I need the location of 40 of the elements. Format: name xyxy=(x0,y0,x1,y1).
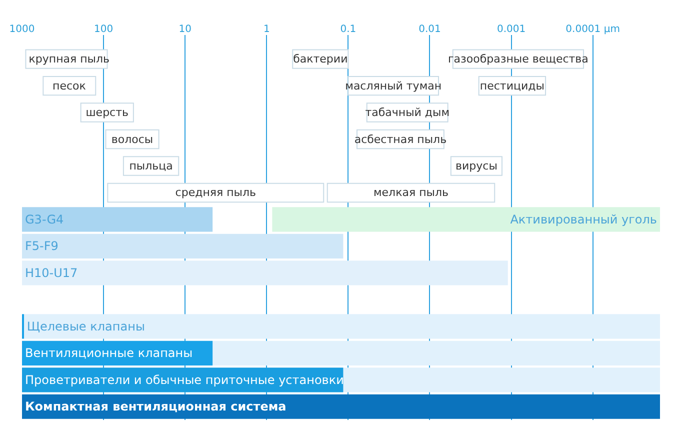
x-tick-label: 0.001 xyxy=(496,24,526,35)
bar xyxy=(22,207,213,232)
x-tick-label: 1 xyxy=(263,24,270,35)
bar xyxy=(22,234,344,259)
data-label: волосы xyxy=(111,132,154,146)
data-label: табачный дым xyxy=(365,106,450,120)
data-label: газообразные вещества xyxy=(448,52,588,66)
bar xyxy=(22,260,508,286)
data-label: Активированный уголь xyxy=(510,212,657,226)
data-label: G3-G4 xyxy=(25,212,64,226)
data-label: Вентиляционные клапаны xyxy=(25,346,193,360)
data-label: Компактная вентиляционная система xyxy=(25,400,286,414)
x-tick-label: 0.0001 µm xyxy=(566,24,620,35)
data-label: песок xyxy=(52,79,86,92)
data-label: средняя пыль xyxy=(175,186,256,200)
bar xyxy=(343,368,660,392)
data-label: пыльца xyxy=(129,160,173,173)
data-label: Проветриватели и обычные приточные установки xyxy=(25,372,344,387)
x-tick-label: 0.01 xyxy=(418,24,441,35)
data-label: вирусы xyxy=(456,160,498,173)
x-tick-label: 10 xyxy=(178,24,192,35)
data-label: шерсть xyxy=(86,106,129,120)
data-label: бактерии xyxy=(293,52,348,66)
bar xyxy=(326,182,496,203)
bar xyxy=(22,394,660,419)
data-label: H10-U17 xyxy=(25,266,78,280)
data-label: Щелевые клапаны xyxy=(26,319,145,334)
data-label: асбестная пыль xyxy=(354,132,447,146)
bar xyxy=(212,340,660,366)
data-label: мелкая пыль xyxy=(373,186,448,200)
data-label: крупная пыль xyxy=(28,52,110,66)
data-label: пестициды xyxy=(480,79,544,92)
bar xyxy=(107,182,324,203)
data-label: масляный туман xyxy=(345,79,442,92)
x-tick-label: 1000 xyxy=(9,24,35,35)
bar xyxy=(24,314,660,339)
bar xyxy=(272,207,660,232)
data-label: F5-F9 xyxy=(25,239,58,254)
x-tick-label: 100 xyxy=(94,24,114,35)
x-tick-label: 0.1 xyxy=(340,24,356,35)
